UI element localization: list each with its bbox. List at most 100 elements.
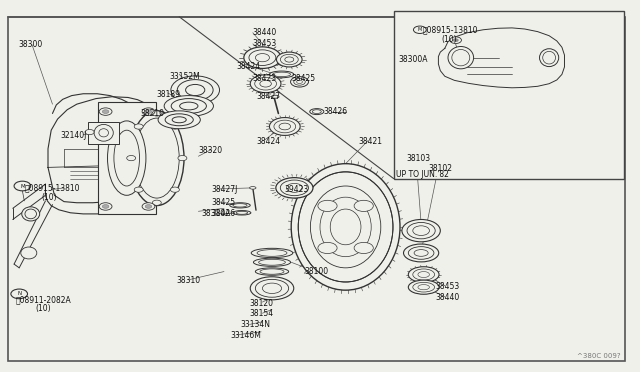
Ellipse shape: [540, 49, 559, 67]
Bar: [98, 102, 156, 214]
Ellipse shape: [22, 207, 40, 221]
Ellipse shape: [408, 247, 434, 259]
Text: ⓜ08915-13810: ⓜ08915-13810: [24, 183, 80, 192]
Circle shape: [318, 243, 337, 254]
Ellipse shape: [269, 71, 294, 78]
Ellipse shape: [320, 197, 371, 257]
Text: 38425: 38425: [291, 74, 316, 83]
Text: 38426: 38426: [211, 209, 236, 218]
Ellipse shape: [108, 121, 146, 195]
Text: 38100: 38100: [304, 267, 328, 276]
Text: 38300A: 38300A: [399, 55, 428, 64]
Ellipse shape: [253, 258, 291, 266]
Text: 38424: 38424: [237, 62, 261, 71]
Text: M: M: [20, 183, 25, 189]
Text: (10): (10): [42, 193, 57, 202]
Circle shape: [142, 108, 155, 115]
Ellipse shape: [134, 118, 179, 198]
Text: UP TO JUN.'82: UP TO JUN.'82: [396, 170, 449, 179]
Text: 38424: 38424: [256, 137, 280, 146]
Ellipse shape: [310, 186, 381, 268]
Circle shape: [134, 187, 143, 192]
Text: 38189: 38189: [157, 90, 181, 99]
Ellipse shape: [20, 247, 36, 259]
Circle shape: [354, 243, 373, 254]
Circle shape: [85, 129, 94, 135]
Text: 38103: 38103: [406, 154, 431, 163]
Circle shape: [14, 181, 31, 191]
Ellipse shape: [250, 75, 281, 93]
Text: 38300: 38300: [18, 40, 42, 49]
Text: 38154: 38154: [250, 309, 274, 318]
Text: 38453: 38453: [435, 282, 460, 291]
Circle shape: [11, 289, 28, 299]
Ellipse shape: [171, 76, 220, 104]
Ellipse shape: [130, 111, 184, 205]
Text: (10): (10): [442, 35, 457, 44]
Ellipse shape: [448, 46, 474, 69]
Text: N: N: [17, 291, 21, 296]
Ellipse shape: [244, 47, 281, 68]
Ellipse shape: [291, 164, 400, 290]
Ellipse shape: [164, 96, 214, 116]
Ellipse shape: [233, 211, 251, 215]
Text: 32140J: 32140J: [61, 131, 87, 140]
Ellipse shape: [294, 78, 305, 85]
Text: 38440: 38440: [253, 28, 277, 37]
Text: 39423: 39423: [285, 185, 309, 194]
Text: ^380C 009?: ^380C 009?: [577, 353, 621, 359]
Circle shape: [453, 39, 458, 42]
Ellipse shape: [114, 130, 140, 186]
Text: 38310: 38310: [176, 276, 200, 285]
Circle shape: [102, 110, 109, 113]
Ellipse shape: [251, 248, 293, 257]
Ellipse shape: [402, 219, 440, 242]
Circle shape: [152, 111, 161, 116]
Ellipse shape: [280, 180, 308, 196]
Bar: [394, 11, 624, 179]
Circle shape: [178, 155, 187, 161]
Ellipse shape: [310, 109, 324, 115]
Ellipse shape: [276, 52, 302, 67]
Ellipse shape: [94, 124, 113, 141]
Ellipse shape: [249, 50, 276, 65]
Text: 38440: 38440: [435, 293, 460, 302]
Ellipse shape: [408, 280, 439, 294]
Ellipse shape: [407, 222, 435, 239]
Ellipse shape: [255, 77, 276, 90]
Text: 38120: 38120: [250, 299, 274, 308]
Text: 33146M: 33146M: [230, 331, 261, 340]
Text: 33134N: 33134N: [240, 320, 270, 329]
Ellipse shape: [291, 77, 308, 87]
Text: 33152M: 33152M: [170, 72, 200, 81]
Ellipse shape: [250, 187, 256, 189]
Circle shape: [102, 205, 109, 208]
Ellipse shape: [158, 111, 200, 129]
Ellipse shape: [298, 172, 393, 282]
Circle shape: [170, 124, 179, 129]
Circle shape: [152, 200, 161, 205]
Ellipse shape: [255, 279, 289, 297]
Text: 38320: 38320: [198, 146, 223, 155]
Ellipse shape: [269, 118, 300, 135]
Text: 38427J: 38427J: [211, 185, 237, 194]
Circle shape: [145, 205, 152, 208]
Text: M: M: [418, 27, 422, 32]
Text: 38427: 38427: [256, 92, 280, 101]
Circle shape: [413, 26, 426, 33]
Circle shape: [170, 187, 179, 192]
Text: 38102: 38102: [429, 164, 453, 173]
Text: ⓜ08915-13810: ⓜ08915-13810: [422, 25, 478, 34]
Text: ⓝ08911-2082A: ⓝ08911-2082A: [16, 295, 72, 304]
Text: 38425: 38425: [211, 198, 236, 207]
Circle shape: [142, 203, 155, 210]
Ellipse shape: [413, 282, 435, 292]
Ellipse shape: [404, 244, 439, 262]
Text: (10): (10): [35, 304, 51, 313]
Ellipse shape: [408, 267, 439, 282]
Ellipse shape: [255, 268, 289, 275]
Text: 38426: 38426: [323, 107, 348, 116]
Ellipse shape: [271, 95, 279, 98]
Circle shape: [318, 200, 337, 211]
Bar: [88, 122, 119, 144]
